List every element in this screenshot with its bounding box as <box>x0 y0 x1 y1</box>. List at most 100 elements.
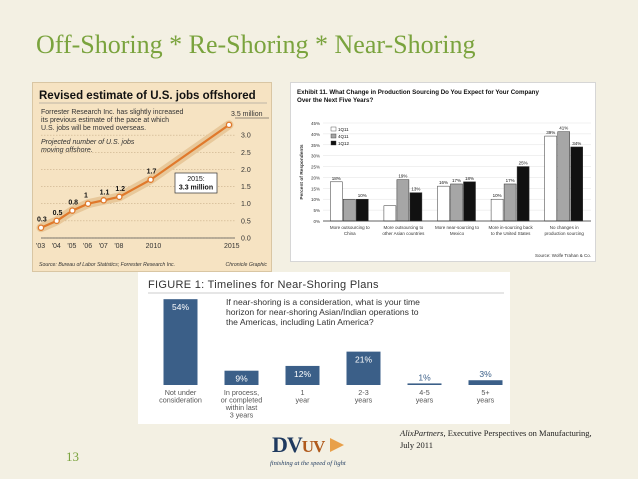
logo-arrow-icon <box>330 438 344 452</box>
chart3-category-label: years <box>477 396 495 405</box>
chart2-bar <box>356 198 369 222</box>
chart1-value-label: 0.8 <box>68 200 78 207</box>
chart3-bar <box>285 365 320 385</box>
production-sourcing-chart: Exhibit 11. What Change in Production So… <box>290 82 596 262</box>
chart1-x-tick-label: '03 <box>36 243 45 250</box>
chart3-category-label: consideration <box>159 396 202 405</box>
chart2-category-label: China <box>344 231 356 236</box>
chart2-value-label: 18% <box>465 176 474 181</box>
chart1-x-tick-label: '05 <box>67 243 76 250</box>
citation-source: AlixPartners <box>400 428 444 438</box>
chart2-value-label: 41% <box>559 126 568 131</box>
chart1-description-line: U.S. jobs will be moved overseas. <box>41 125 146 132</box>
production-sourcing-svg: Exhibit 11. What Change in Production So… <box>297 89 591 258</box>
chart2-y-tick-label: 15% <box>311 186 320 191</box>
citation-rest: , Executive Perspectives on Manufacturin… <box>400 428 592 450</box>
chart2-value-label: 39% <box>546 130 555 135</box>
chart2-category-label: other Asian countries <box>382 231 425 236</box>
chart3-question-line: If near-shoring is a consideration, what… <box>226 297 420 307</box>
chart1-series-note-line: moving offshore. <box>41 147 93 154</box>
chart2-value-label: 18% <box>332 176 341 181</box>
chart2-value-label: 17% <box>506 178 515 183</box>
chart1-y-top-label: 3.5 million <box>231 111 263 118</box>
chart3-category-label: year <box>296 396 311 405</box>
near-shoring-timeline-svg: FIGURE 1: Timelines for Near-Shoring Pla… <box>148 279 504 420</box>
chart1-value-label: 1.2 <box>115 186 125 193</box>
chart2-legend-label: 1Q11 <box>338 127 349 132</box>
citation: AlixPartners, Executive Perspectives on … <box>400 427 600 451</box>
chart1-y-tick-label: 1.5 <box>241 184 251 191</box>
jobs-offshored-chart: Revised estimate of U.S. jobs offshored F… <box>32 82 272 272</box>
page-number: 13 <box>66 449 79 464</box>
chart3-category-label: years <box>416 396 434 405</box>
chart1-point <box>84 200 92 207</box>
chart3-category-label: years <box>355 396 373 405</box>
chart2-title-line: Over the Next Five Years? <box>297 97 373 104</box>
chart2-bar <box>450 183 463 222</box>
logo-wordmark: DVUV <box>272 432 326 458</box>
chart2-legend-swatch <box>330 133 337 139</box>
chart2-bar <box>570 146 583 222</box>
chart1-description-line: Forrester Research Inc. has slightly inc… <box>41 109 183 116</box>
chart1-x-tick-label: '07 <box>99 243 108 250</box>
chart2-value-label: 13% <box>411 187 420 192</box>
chart3-bar <box>163 299 198 385</box>
chart3-value-label: 1% <box>418 372 431 382</box>
chart2-bar <box>396 179 410 222</box>
chart2-category-label: production sourcing <box>545 231 585 236</box>
chart3-value-label: 12% <box>294 369 311 379</box>
chart1-callout-line2: 3.3 million <box>179 185 213 192</box>
chart1-point <box>116 193 123 201</box>
chart2-category-label: More in-sourcing back <box>488 225 533 230</box>
chart2-bar <box>490 198 504 222</box>
chart2-y-tick-label: 25% <box>311 165 320 170</box>
chart2-bar <box>463 181 476 222</box>
chart2-bar <box>383 205 397 222</box>
dvuv-logo: DVUV finishing at the speed of light <box>264 432 354 474</box>
chart2-legend-label: 4Q11 <box>338 134 349 139</box>
chart1-x-tick-label: '08 <box>114 243 123 250</box>
chart3-bar <box>407 383 442 385</box>
chart2-bar <box>343 198 356 222</box>
chart1-y-tick-label: 1.0 <box>241 201 251 208</box>
chart2-legend-swatch <box>330 126 337 132</box>
chart2-category-label: More outsourcing to <box>384 225 424 230</box>
chart2-category-label: More near-sourcing to <box>435 225 480 230</box>
chart3-category-label: 4-5 <box>419 388 429 397</box>
chart1-value-label: 0.3 <box>37 217 47 224</box>
logo-tagline: finishing at the speed of light <box>270 460 346 467</box>
chart3-value-label: 54% <box>172 302 189 312</box>
chart1-x-tick-label: '06 <box>83 243 92 250</box>
chart2-y-tick-label: 0% <box>313 219 320 224</box>
chart1-y-tick-label: 0.5 <box>241 218 251 225</box>
chart3-category-label: within last <box>225 403 258 412</box>
chart1-point <box>100 197 107 204</box>
chart1-y-tick-label: 2.5 <box>241 150 251 157</box>
chart3-category-label: 3 years <box>230 411 254 420</box>
chart3-bar <box>346 351 381 385</box>
slide-title: Off-Shoring * Re-Shoring * Near-Shoring <box>36 30 476 59</box>
chart1-description-line: its previous estimate of the pace at whi… <box>41 117 169 124</box>
chart1-point <box>69 207 76 214</box>
chart2-y-tick-label: 20% <box>311 175 320 180</box>
chart2-bar <box>503 183 517 222</box>
chart2-value-label: 34% <box>572 141 581 146</box>
chart1-point <box>53 217 60 225</box>
chart2-category-label: to the United States <box>491 231 531 236</box>
chart3-category-label: Not under <box>165 388 197 397</box>
chart1-value-label: 0.5 <box>53 210 63 217</box>
chart3-bar <box>468 380 503 385</box>
chart2-value-label: 19% <box>398 174 407 179</box>
chart2-title-line: Exhibit 11. What Change in Production So… <box>297 89 539 96</box>
chart2-value-label: 10% <box>493 193 502 198</box>
chart2-y-tick-label: 5% <box>313 208 320 213</box>
chart2-y-tick-label: 35% <box>311 143 320 148</box>
chart1-credit: Chronicle Graphic <box>225 262 267 268</box>
chart2-bar <box>557 131 570 222</box>
chart1-point <box>37 224 45 231</box>
chart3-category-label: 2-3 <box>358 388 368 397</box>
chart2-y-tick-label: 40% <box>311 132 320 137</box>
logo-sub: UV <box>301 437 326 456</box>
chart2-legend-swatch <box>330 140 337 146</box>
chart1-y-tick-label: 0.0 <box>241 236 251 243</box>
